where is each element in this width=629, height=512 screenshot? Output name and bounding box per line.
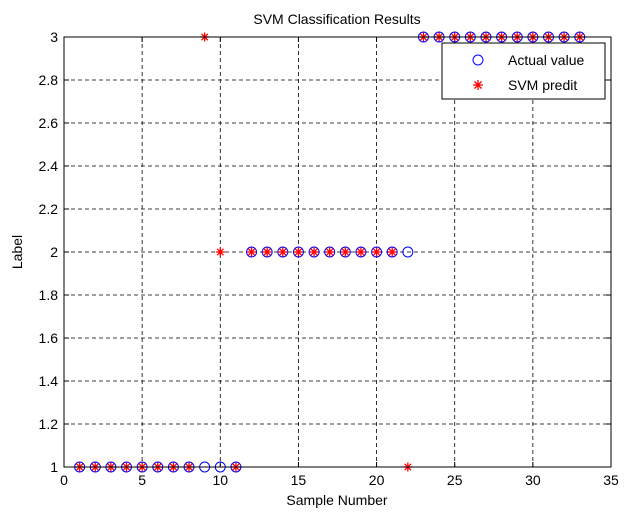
x-tick-label: 25 <box>447 472 463 488</box>
y-tick-label: 1 <box>50 459 58 475</box>
y-tick-label: 2.8 <box>39 72 59 88</box>
actual-value-point <box>402 246 414 258</box>
y-tick-label: 1.4 <box>39 373 59 389</box>
actual-value-point <box>324 246 336 258</box>
svm-predit-point <box>340 247 350 257</box>
x-tick-label: 15 <box>291 472 307 488</box>
y-tick-label: 1.2 <box>39 416 59 432</box>
legend-label-svm: SVM predit <box>508 77 577 93</box>
legend-asterisk-marker-icon <box>473 80 483 90</box>
actual-value-point <box>386 246 398 258</box>
actual-value-point <box>246 246 258 258</box>
actual-value-point <box>277 246 289 258</box>
svm-predit-point <box>262 247 272 257</box>
x-tick-label: 5 <box>138 472 146 488</box>
tick-labels: 0 5 10 15 20 25 30 35 1 1.2 1.4 1.6 1.8 2 2.2 2.4 2.6 2.8… <box>39 29 619 488</box>
y-tick-label: 2.2 <box>39 201 59 217</box>
actual-value-point <box>371 246 383 258</box>
y-axis-label: Label <box>9 235 25 269</box>
actual-value-point <box>355 246 367 258</box>
x-tick-label: 35 <box>603 472 619 488</box>
plot-frame <box>63 36 612 468</box>
legend: Actual value SVM predit <box>441 42 606 100</box>
actual-value-point <box>292 246 304 258</box>
y-tick-label: 1.6 <box>39 330 59 346</box>
x-axis-label: Sample Number <box>286 492 387 508</box>
x-tick-label: 20 <box>369 472 385 488</box>
svm-predit-point <box>387 247 397 257</box>
actual-value-point <box>339 246 351 258</box>
svm-predit-point <box>278 247 288 257</box>
y-tick-label: 2.4 <box>39 158 59 174</box>
y-tick-label: 2.6 <box>39 115 59 131</box>
x-tick-label: 0 <box>60 472 68 488</box>
svm-predit-point <box>325 247 335 257</box>
legend-box <box>441 42 606 100</box>
y-tick-label: 1.8 <box>39 287 59 303</box>
svm-predit-point <box>247 247 257 257</box>
actual-value-point <box>308 246 320 258</box>
y-tick-label: 2 <box>50 244 58 260</box>
svm-predit-point <box>215 247 225 257</box>
legend-label-actual: Actual value <box>508 52 584 68</box>
y-tick-label: 3 <box>50 29 58 45</box>
x-tick-label: 10 <box>212 472 228 488</box>
chart-title: SVM Classification Results <box>253 11 420 27</box>
x-tick-label: 30 <box>525 472 541 488</box>
svm-predit-point <box>309 247 319 257</box>
grid-lines <box>64 37 611 467</box>
actual-value-point <box>261 246 273 258</box>
svm-predit-point <box>293 247 303 257</box>
legend-circle-marker-icon <box>472 54 484 66</box>
svm-predit-point <box>356 247 366 257</box>
svm-predit-point <box>372 247 382 257</box>
